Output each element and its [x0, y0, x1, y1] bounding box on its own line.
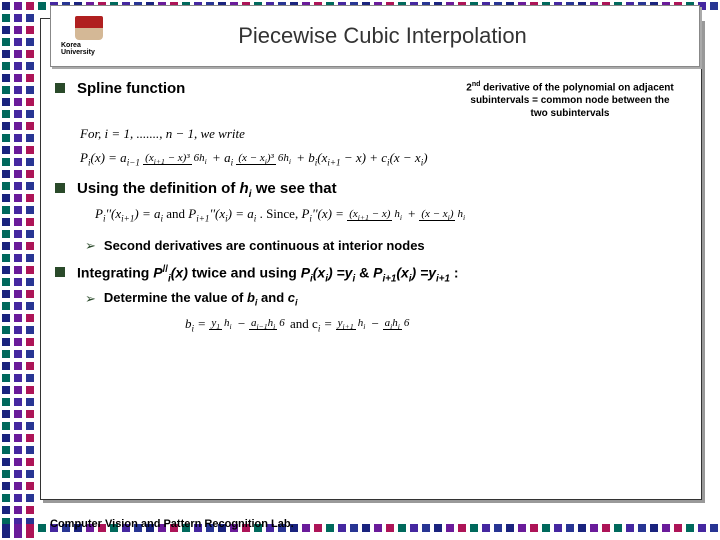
bullet-2-text: Using the definition of hi we see that: [77, 180, 695, 200]
formula-4: bi = y1hi − ai−1hi6 and ci = yi+1hi − ai…: [185, 316, 695, 334]
slide-body: Spline function 2nd derivative of the po…: [55, 80, 695, 505]
arrow-bullet-icon: ➢: [85, 291, 96, 307]
sub-bullet-1-text: Second derivatives are continuous at int…: [104, 238, 425, 253]
university-logo: Korea University: [61, 9, 116, 64]
sub-bullet-1: ➢ Second derivatives are continuous at i…: [55, 238, 695, 254]
square-bullet-icon: [55, 183, 65, 193]
slide-title: Piecewise Cubic Interpolation: [116, 23, 699, 49]
bullet-1: Spline function 2nd derivative of the po…: [55, 80, 695, 120]
footer-text: Computer Vision and Pattern Recognition …: [50, 518, 294, 530]
bullet-3-text: Integrating P//i(x) twice and using Pi(x…: [77, 264, 695, 284]
title-box: Korea University Piecewise Cubic Interpo…: [50, 5, 700, 67]
bullet-1-note: 2nd derivative of the polynomial on adja…: [445, 80, 695, 120]
shield-icon: [75, 16, 103, 40]
arrow-bullet-icon: ➢: [85, 238, 96, 254]
square-bullet-icon: [55, 83, 65, 93]
sub-bullet-2-text: Determine the value of bi and ci: [104, 290, 298, 308]
formula-3: Pi''(xi+1) = ai and Pi+1''(xi) = ai . Si…: [95, 206, 695, 224]
square-bullet-icon: [55, 267, 65, 277]
bullet-3: Integrating P//i(x) twice and using Pi(x…: [55, 264, 695, 284]
bullet-2: Using the definition of hi we see that: [55, 180, 695, 200]
logo-text: Korea University: [61, 42, 116, 56]
formula-2: Pi(x) = ai−1 (xi+1 − x)³6hi + ai (x − xi…: [80, 150, 695, 168]
bullet-1-text: Spline function: [77, 80, 445, 97]
sub-bullet-2: ➢ Determine the value of bi and ci: [55, 290, 695, 308]
formula-1: For, i = 1, ......., n − 1, we write: [80, 126, 695, 142]
